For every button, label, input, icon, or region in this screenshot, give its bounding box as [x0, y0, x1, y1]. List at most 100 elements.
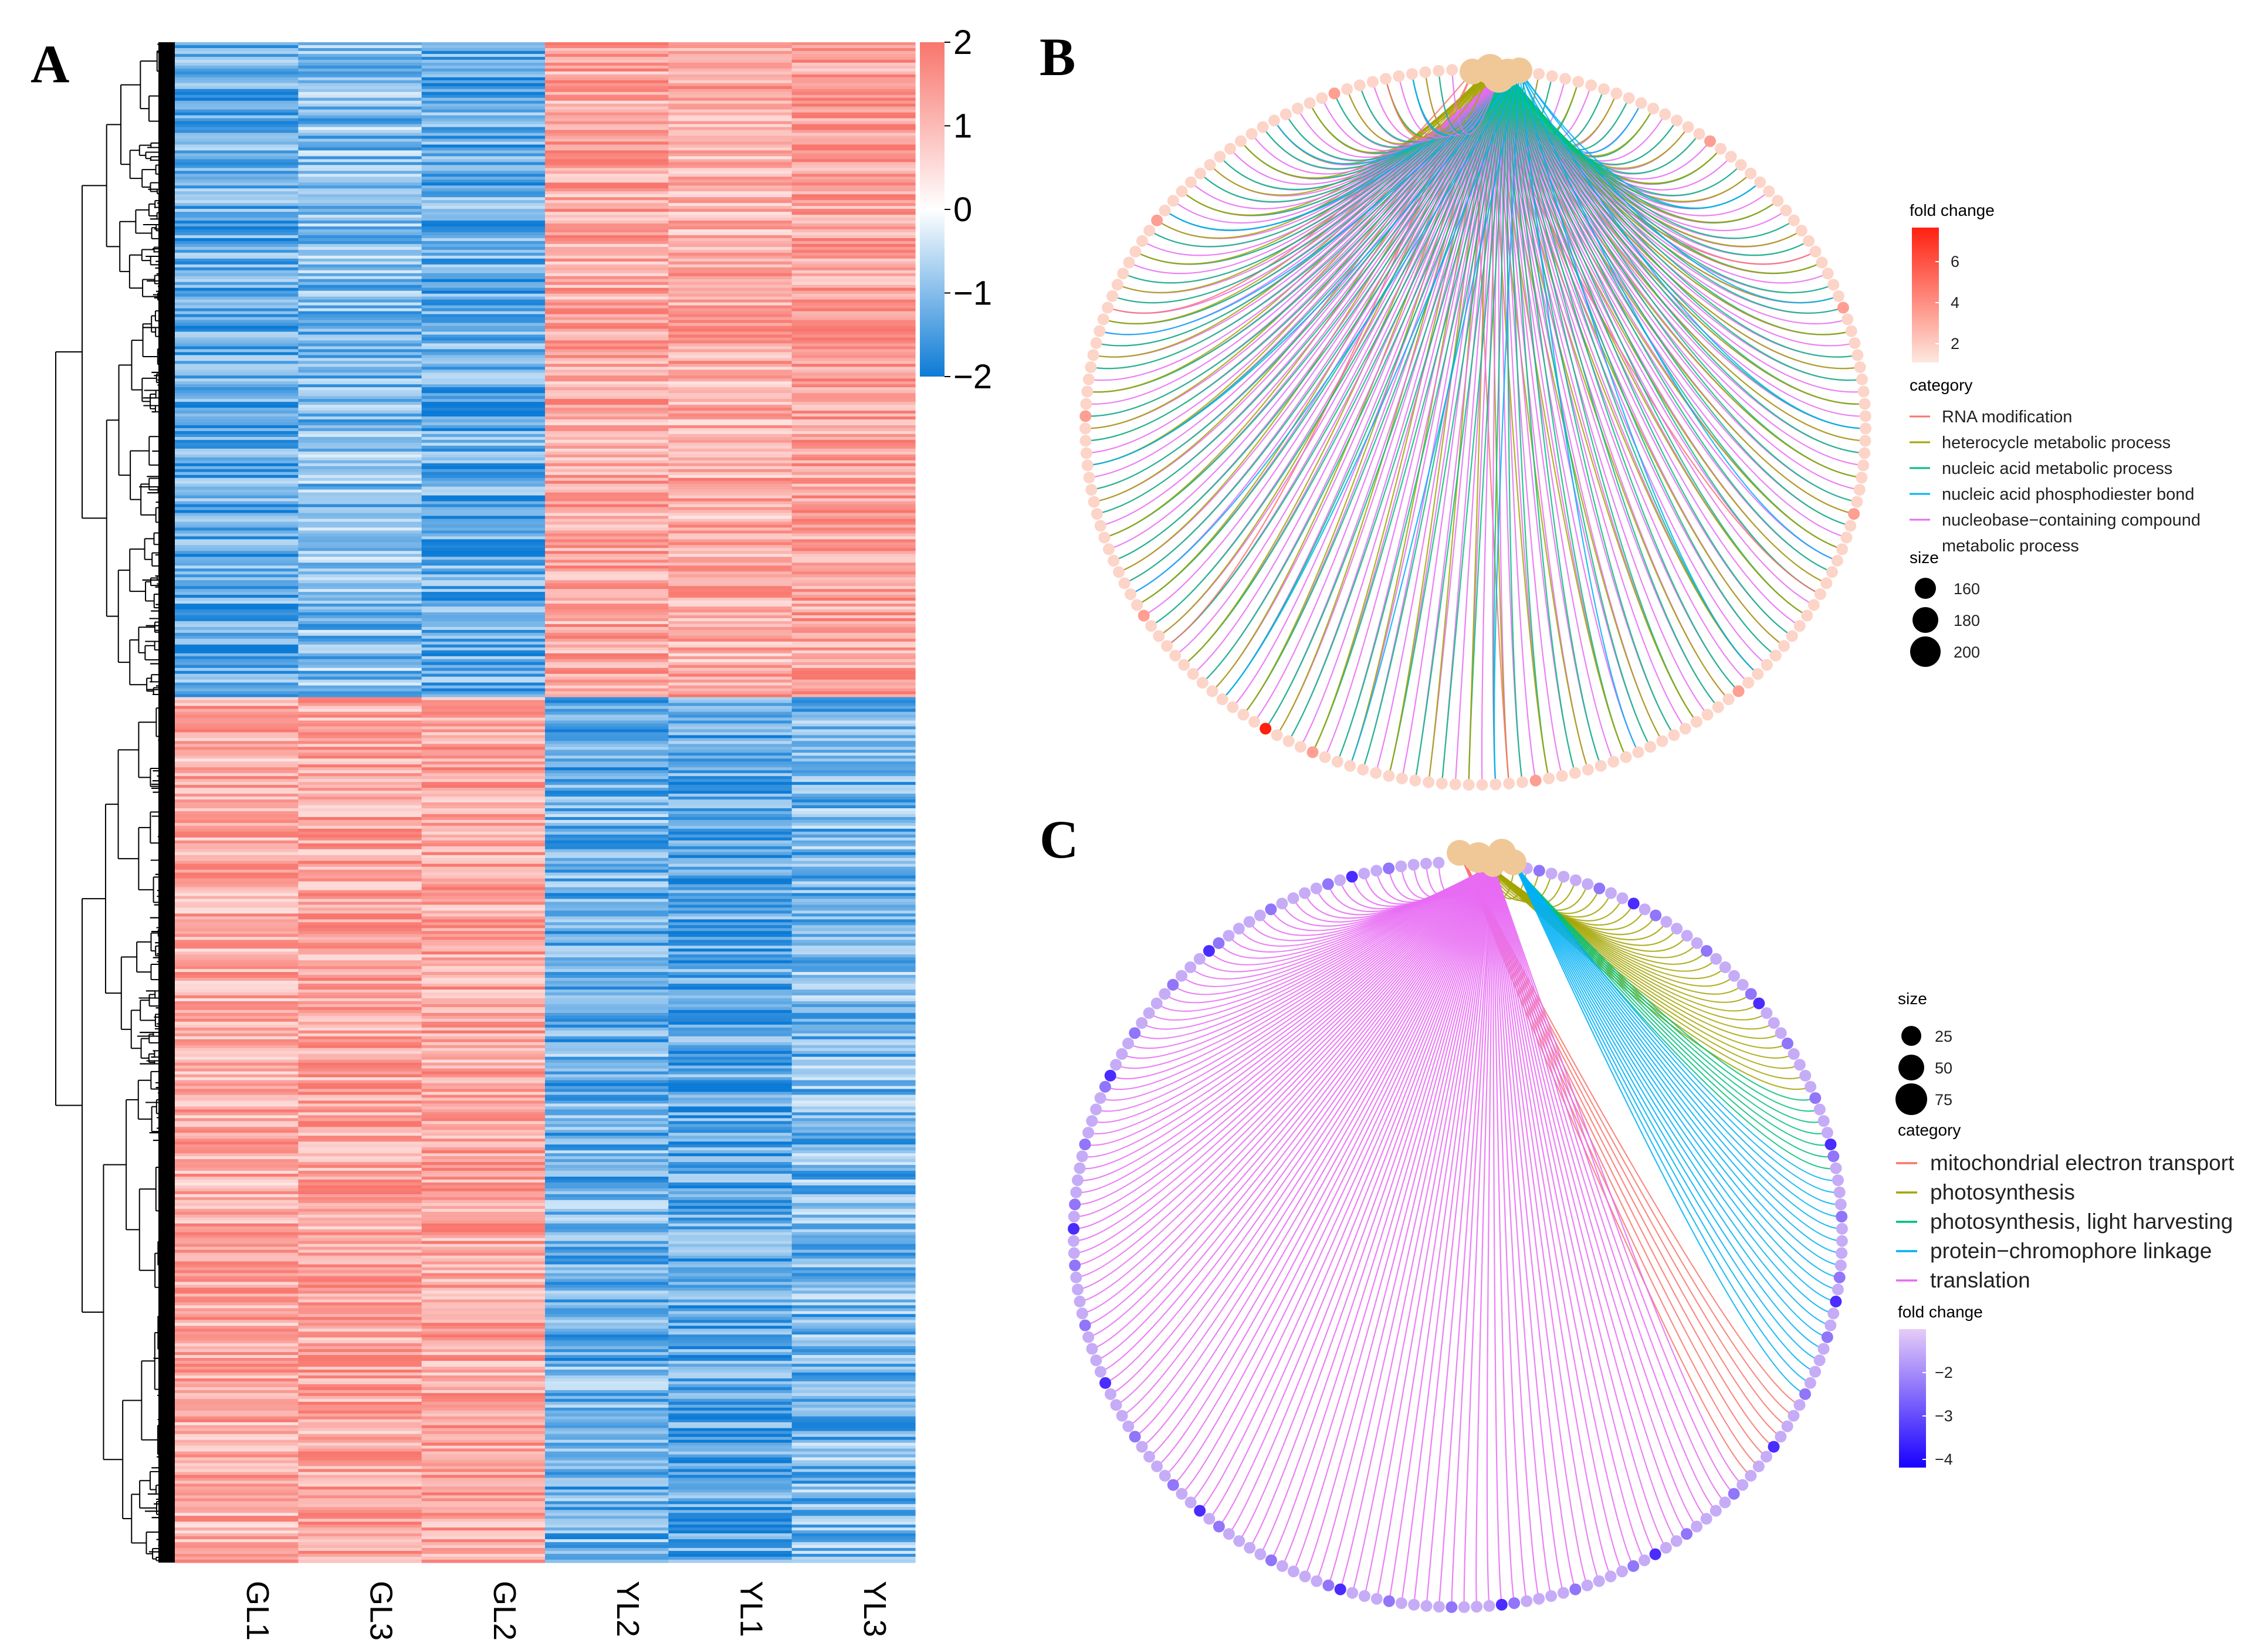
network-edge — [1507, 72, 1834, 293]
heatmap-cell — [668, 206, 793, 209]
heatmap-cell — [668, 1124, 793, 1127]
heatmap-cell — [668, 188, 793, 192]
heatmap-cell — [421, 1252, 546, 1256]
heatmap-cell — [791, 390, 916, 394]
heatmap-cell — [421, 1293, 546, 1297]
heatmap-cell — [421, 1542, 546, 1546]
heatmap-cell — [545, 1249, 669, 1253]
heatmap-cell — [545, 507, 669, 511]
gene-node — [1795, 225, 1807, 237]
heatmap-cell — [668, 106, 793, 110]
heatmap-cell — [545, 45, 669, 49]
heatmap-cell — [545, 1217, 669, 1221]
heatmap-cell — [545, 1522, 669, 1525]
heatmap-cell — [668, 147, 793, 151]
heatmap-cell — [298, 779, 422, 782]
heatmap-cell — [791, 346, 916, 350]
heatmap-cell — [175, 1407, 299, 1411]
heatmap-cell — [791, 869, 916, 873]
heatmap-cell — [668, 501, 793, 505]
heatmap-cell — [298, 1384, 422, 1388]
network-edge — [1458, 852, 1752, 1476]
heatmap-cell — [545, 165, 669, 168]
heatmap-cell — [175, 598, 299, 601]
heatmap-cell — [421, 1208, 546, 1212]
heatmap-cell — [791, 521, 916, 526]
heatmap-cell — [175, 650, 299, 654]
heatmap-cell — [421, 741, 546, 744]
network-edge — [1232, 76, 1500, 708]
heatmap-cell — [175, 1062, 299, 1066]
heatmap-cell — [791, 887, 916, 891]
heatmap-cell — [668, 872, 793, 876]
heatmap-cell — [421, 1486, 546, 1490]
heatmap-cell — [545, 1457, 669, 1461]
heatmap-cell — [668, 328, 793, 333]
heatmap-cell — [791, 1168, 916, 1171]
heatmap-cell — [421, 1358, 546, 1361]
heatmap-cell — [298, 797, 422, 800]
heatmap-cell — [175, 1410, 299, 1414]
heatmap-cell — [175, 533, 299, 537]
heatmap-cell — [298, 1355, 422, 1358]
heatmap-cell — [421, 732, 546, 736]
heatmap-cell — [791, 258, 916, 262]
heatmap-cell — [175, 1454, 299, 1458]
heatmap-cell — [298, 150, 422, 154]
network-edge — [1121, 865, 1494, 1059]
heatmap-cell — [298, 62, 422, 66]
heatmap-cell — [668, 884, 793, 888]
heatmap-cell — [175, 1398, 299, 1402]
heatmap-cell — [175, 840, 299, 844]
heatmap-cell — [175, 1483, 299, 1487]
heatmap-cell — [421, 744, 546, 747]
heatmap-cell — [175, 1320, 299, 1323]
heatmap-cell — [791, 1513, 916, 1516]
heatmap-cell — [421, 720, 546, 724]
heatmap-cell — [421, 551, 546, 554]
heatmap-cell — [421, 1352, 546, 1356]
heatmap-cell — [421, 1463, 546, 1467]
heatmap-cell — [668, 1056, 793, 1061]
gene-node — [1471, 1601, 1483, 1613]
heatmap-cell — [791, 308, 916, 312]
network-edge — [1074, 865, 1494, 1242]
heatmap-cell — [421, 124, 546, 128]
heatmap-cell — [791, 433, 916, 438]
heatmap-cell — [298, 963, 422, 967]
heatmap-cell — [298, 293, 422, 297]
gene-node — [1557, 1587, 1569, 1599]
heatmap-cell — [668, 1147, 793, 1151]
network-edge — [1400, 865, 1494, 900]
heatmap-cell — [791, 1185, 916, 1189]
heatmap-cell — [668, 849, 793, 853]
gene-node — [1529, 774, 1542, 787]
heatmap-cell — [175, 1439, 299, 1444]
heatmap-cell — [791, 773, 916, 777]
heatmap-cell — [421, 433, 546, 438]
heatmap-cell — [545, 1451, 669, 1455]
heatmap-cell — [545, 1144, 669, 1148]
heatmap-cell — [421, 604, 546, 607]
heatmap-cell — [791, 670, 916, 675]
heatmap-cell — [668, 1053, 793, 1058]
heatmap-cell — [421, 498, 546, 502]
heatmap-cell — [298, 1211, 422, 1215]
heatmap-cell — [668, 799, 793, 803]
heatmap-cell — [791, 226, 916, 230]
heatmap-cell — [791, 68, 916, 72]
heatmap-cell — [421, 159, 546, 162]
network-edge — [1513, 862, 1840, 1278]
heatmap-cell — [791, 767, 916, 771]
heatmap-cell — [791, 972, 916, 975]
heatmap-cell — [668, 428, 793, 432]
heatmap-cell — [545, 1139, 669, 1142]
network-edge — [1512, 862, 1806, 1395]
heatmap-cell — [298, 592, 422, 595]
heatmap-cell — [421, 1077, 546, 1081]
heatmap-cell — [175, 943, 299, 946]
heatmap-cell — [421, 416, 546, 420]
heatmap-cell — [545, 460, 669, 464]
heatmap-cell — [298, 694, 422, 698]
heatmap-cell — [791, 188, 916, 192]
